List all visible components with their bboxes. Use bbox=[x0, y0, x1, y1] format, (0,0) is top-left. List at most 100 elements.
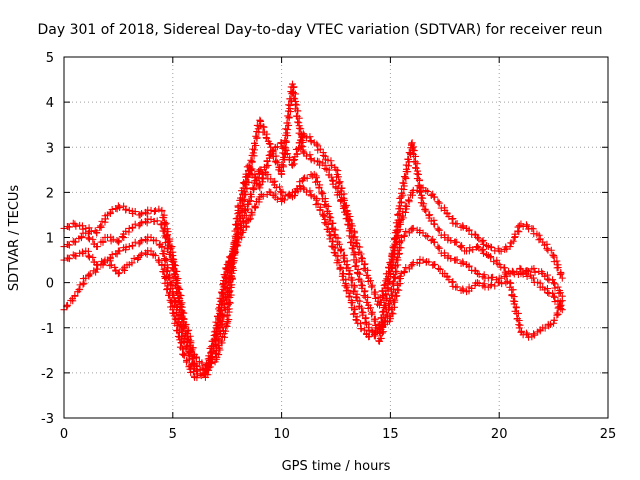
plus-marker bbox=[319, 210, 327, 218]
plus-marker bbox=[557, 270, 565, 278]
plus-marker bbox=[422, 207, 430, 215]
plus-marker bbox=[151, 252, 159, 260]
plus-marker bbox=[381, 301, 389, 309]
plus-marker bbox=[556, 271, 564, 279]
x-tick-label: 5 bbox=[169, 427, 177, 442]
plus-marker bbox=[97, 222, 105, 230]
plus-marker bbox=[318, 190, 326, 198]
plus-marker bbox=[360, 264, 368, 272]
plus-marker bbox=[215, 305, 223, 313]
plus-marker bbox=[114, 270, 122, 278]
plus-marker bbox=[193, 366, 201, 374]
plus-marker bbox=[400, 179, 408, 187]
plus-marker bbox=[181, 331, 189, 339]
plus-marker bbox=[281, 136, 289, 144]
plus-marker bbox=[312, 174, 320, 182]
plus-marker bbox=[116, 247, 124, 255]
plus-marker bbox=[399, 214, 407, 222]
plus-marker bbox=[424, 233, 432, 241]
plus-marker bbox=[280, 196, 288, 204]
plus-marker bbox=[178, 339, 186, 347]
plus-marker bbox=[162, 273, 170, 281]
plus-marker bbox=[401, 202, 409, 210]
plus-marker bbox=[473, 279, 481, 287]
plus-marker bbox=[487, 243, 495, 251]
plus-marker bbox=[168, 258, 176, 266]
plus-marker bbox=[273, 159, 281, 167]
plus-marker bbox=[490, 258, 498, 266]
plus-marker bbox=[405, 149, 413, 157]
plus-marker bbox=[64, 222, 72, 230]
plus-marker bbox=[397, 244, 405, 252]
plus-marker bbox=[293, 101, 301, 109]
plus-marker bbox=[248, 157, 256, 165]
plus-marker bbox=[223, 261, 231, 269]
plus-marker bbox=[515, 228, 523, 236]
y-tick-label: 3 bbox=[46, 141, 54, 156]
plus-marker bbox=[158, 243, 166, 251]
plus-marker bbox=[434, 243, 442, 251]
plus-marker bbox=[339, 254, 347, 262]
plus-marker bbox=[348, 238, 356, 246]
plus-marker bbox=[554, 283, 562, 291]
plus-marker bbox=[257, 166, 265, 174]
plus-marker bbox=[115, 269, 123, 277]
plus-marker bbox=[246, 163, 254, 171]
plus-marker bbox=[509, 237, 517, 245]
plus-marker bbox=[447, 237, 455, 245]
plus-marker bbox=[204, 366, 212, 374]
plus-marker bbox=[246, 170, 254, 178]
plus-marker bbox=[554, 263, 562, 271]
plus-marker bbox=[264, 161, 272, 169]
plus-marker bbox=[307, 156, 315, 164]
plus-marker bbox=[549, 289, 557, 297]
plus-marker bbox=[435, 244, 443, 252]
plus-marker bbox=[404, 155, 412, 163]
plus-marker bbox=[218, 288, 226, 296]
plus-marker bbox=[283, 129, 291, 137]
plus-marker bbox=[339, 204, 347, 212]
plus-marker bbox=[233, 241, 241, 249]
plus-marker bbox=[164, 244, 172, 252]
plus-marker bbox=[349, 310, 357, 318]
plus-marker bbox=[487, 254, 495, 262]
plus-marker bbox=[279, 188, 287, 196]
plus-marker bbox=[414, 170, 422, 178]
plus-marker bbox=[280, 153, 288, 161]
plus-marker bbox=[547, 246, 555, 254]
plus-marker bbox=[198, 359, 206, 367]
plus-marker bbox=[396, 194, 404, 202]
plus-marker bbox=[546, 321, 554, 329]
plus-marker bbox=[244, 201, 252, 209]
plus-marker bbox=[465, 262, 473, 270]
plus-marker bbox=[282, 137, 290, 145]
plus-marker bbox=[513, 268, 521, 276]
plus-marker bbox=[365, 332, 373, 340]
plus-marker bbox=[498, 280, 506, 288]
plus-marker bbox=[130, 254, 138, 262]
plus-marker bbox=[479, 249, 487, 257]
plus-marker bbox=[404, 196, 412, 204]
plus-marker bbox=[316, 145, 324, 153]
plus-marker bbox=[349, 245, 357, 253]
y-tick-label: -3 bbox=[41, 412, 54, 427]
plus-marker bbox=[473, 234, 481, 241]
plus-marker bbox=[362, 314, 370, 322]
plus-marker bbox=[222, 264, 230, 272]
plus-marker bbox=[497, 247, 505, 255]
plus-marker bbox=[352, 262, 360, 270]
plus-marker bbox=[406, 150, 414, 158]
plus-marker bbox=[453, 283, 461, 291]
series-track-d bbox=[60, 184, 566, 382]
plus-marker bbox=[316, 206, 324, 214]
plus-marker bbox=[386, 295, 394, 303]
plus-marker bbox=[162, 219, 170, 227]
plus-marker bbox=[294, 118, 302, 126]
plus-marker bbox=[233, 225, 241, 233]
plus-marker bbox=[434, 198, 442, 206]
plus-marker bbox=[99, 260, 107, 268]
plus-marker bbox=[550, 316, 558, 324]
plus-marker bbox=[345, 292, 353, 300]
plus-marker bbox=[335, 180, 343, 188]
plus-marker bbox=[262, 163, 270, 171]
